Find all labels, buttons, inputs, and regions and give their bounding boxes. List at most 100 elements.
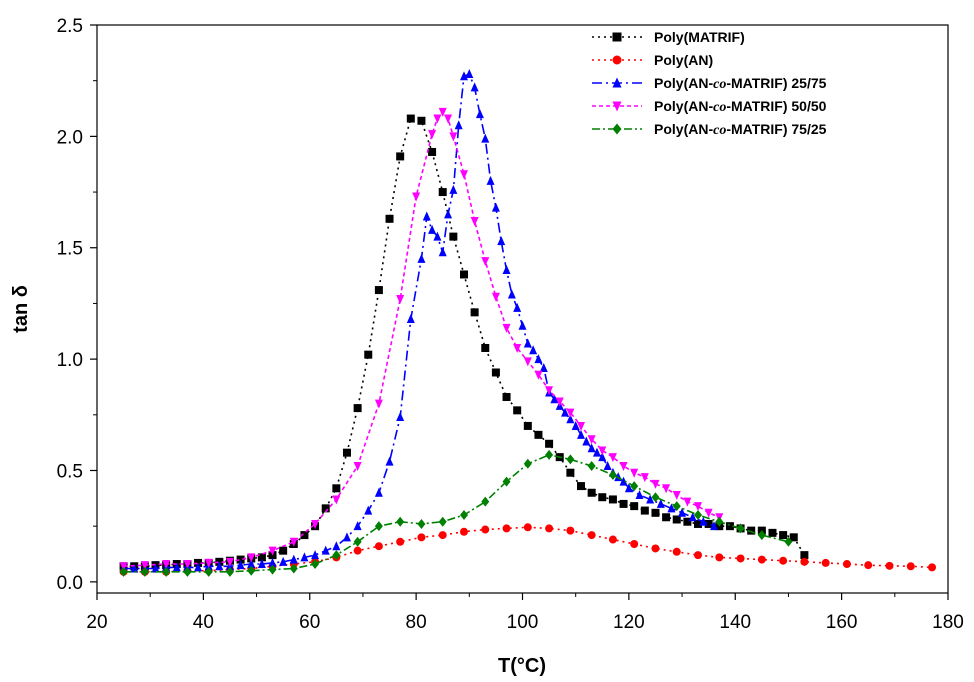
- data-point: [481, 133, 490, 143]
- data-point: [289, 563, 298, 574]
- data-point: [374, 487, 383, 497]
- data-point: [268, 564, 277, 575]
- data-point: [678, 507, 687, 517]
- data-point: [779, 556, 788, 565]
- data-point: [162, 566, 171, 577]
- y-tick-label: 2.5: [57, 16, 83, 37]
- data-point: [396, 537, 405, 546]
- data-point: [321, 545, 330, 555]
- data-point: [630, 481, 639, 492]
- data-point: [311, 559, 320, 570]
- data-point: [646, 494, 655, 504]
- data-point: [630, 539, 639, 548]
- data-point: [709, 521, 718, 531]
- data-point: [651, 508, 660, 517]
- data-point: [784, 536, 793, 547]
- data-point: [183, 560, 192, 570]
- data-point: [491, 368, 500, 377]
- data-point: [194, 562, 203, 572]
- data-point: [534, 430, 543, 439]
- data-point: [172, 562, 181, 572]
- series-line: [123, 110, 720, 568]
- data-point: [268, 557, 277, 567]
- series-line: [123, 454, 789, 573]
- data-point: [587, 531, 596, 540]
- data-point: [491, 292, 500, 302]
- data-point: [247, 553, 256, 563]
- x-axis: 20 40 60 80 100 120 140 160 180: [86, 593, 964, 633]
- data-point: [545, 386, 554, 396]
- data-point: [683, 517, 692, 526]
- data-point: [555, 397, 564, 407]
- data-point: [289, 537, 298, 547]
- data-point: [162, 560, 171, 570]
- data-point: [502, 524, 511, 533]
- data-point: [353, 404, 362, 413]
- data-point: [608, 453, 617, 463]
- data-point: [539, 363, 548, 373]
- data-point: [566, 526, 575, 535]
- data-point: [481, 343, 490, 352]
- data-point: [459, 170, 468, 180]
- data-point: [300, 531, 309, 540]
- data-point: [438, 188, 447, 197]
- data-point: [608, 535, 617, 544]
- data-point: [417, 116, 426, 125]
- data-point: [619, 476, 628, 486]
- data-point: [428, 147, 437, 156]
- data-point: [694, 510, 703, 521]
- y-tick-label: 2.0: [57, 127, 83, 148]
- data-point: [619, 462, 628, 472]
- legend-item: Poly(AN): [592, 52, 713, 68]
- data-point: [587, 488, 596, 497]
- data-point: [502, 323, 511, 333]
- data-point: [417, 518, 426, 529]
- data-point: [225, 566, 234, 577]
- data-point: [332, 550, 341, 561]
- data-point: [444, 209, 453, 219]
- data-point: [470, 217, 479, 227]
- data-point: [279, 546, 288, 555]
- data-point: [364, 505, 373, 515]
- data-point: [247, 559, 256, 569]
- data-point: [428, 130, 437, 140]
- x-axis-title: T(°C): [498, 655, 546, 677]
- x-tick-label: 60: [299, 612, 320, 633]
- data-point: [396, 294, 405, 304]
- data-point: [523, 458, 532, 469]
- data-point: [374, 521, 383, 532]
- data-point: [438, 531, 447, 540]
- data-point: [353, 521, 362, 531]
- data-point: [651, 492, 660, 503]
- data-point: [502, 265, 511, 275]
- data-point: [428, 224, 437, 234]
- data-point: [619, 499, 628, 508]
- y-tick-label: 1.5: [57, 239, 83, 260]
- data-point: [612, 123, 622, 135]
- data-point: [694, 551, 703, 560]
- data-point: [502, 476, 511, 487]
- legend-label: Poly(AN): [654, 52, 713, 68]
- data-point: [433, 114, 442, 124]
- data-point: [497, 236, 506, 246]
- data-point: [502, 392, 511, 401]
- data-point: [268, 546, 277, 556]
- data-point: [438, 247, 447, 257]
- x-tick-label: 100: [507, 612, 539, 633]
- data-point: [571, 420, 580, 430]
- data-point: [130, 563, 139, 573]
- data-point: [928, 563, 937, 572]
- data-point: [374, 399, 383, 409]
- data-point: [603, 461, 612, 471]
- data-point: [438, 516, 447, 527]
- data-point: [396, 412, 405, 422]
- data-point: [842, 560, 851, 569]
- data-point: [672, 547, 681, 556]
- data-point: [438, 107, 447, 117]
- data-point: [465, 69, 474, 79]
- y-axis: 0.0 0.5 1.0 1.5 2.0 2.5: [57, 16, 97, 594]
- data-point: [475, 109, 484, 119]
- x-tick-label: 180: [932, 612, 964, 633]
